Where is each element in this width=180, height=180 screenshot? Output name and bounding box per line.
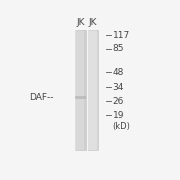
Bar: [75, 30, 76, 150]
Text: DAF--: DAF--: [30, 93, 54, 102]
Bar: [88, 30, 89, 150]
Text: 19: 19: [112, 111, 124, 120]
Text: JK: JK: [89, 18, 97, 27]
Text: 34: 34: [112, 83, 124, 92]
Bar: [75, 96, 86, 99]
Text: 26: 26: [112, 97, 124, 106]
Bar: [84, 30, 86, 150]
Text: (kD): (kD): [112, 122, 130, 131]
Bar: [75, 30, 86, 150]
Text: 85: 85: [112, 44, 124, 53]
Bar: [97, 30, 98, 150]
Text: 48: 48: [112, 68, 124, 77]
Bar: [88, 30, 98, 150]
Text: JK: JK: [76, 18, 85, 27]
Text: 117: 117: [112, 31, 130, 40]
